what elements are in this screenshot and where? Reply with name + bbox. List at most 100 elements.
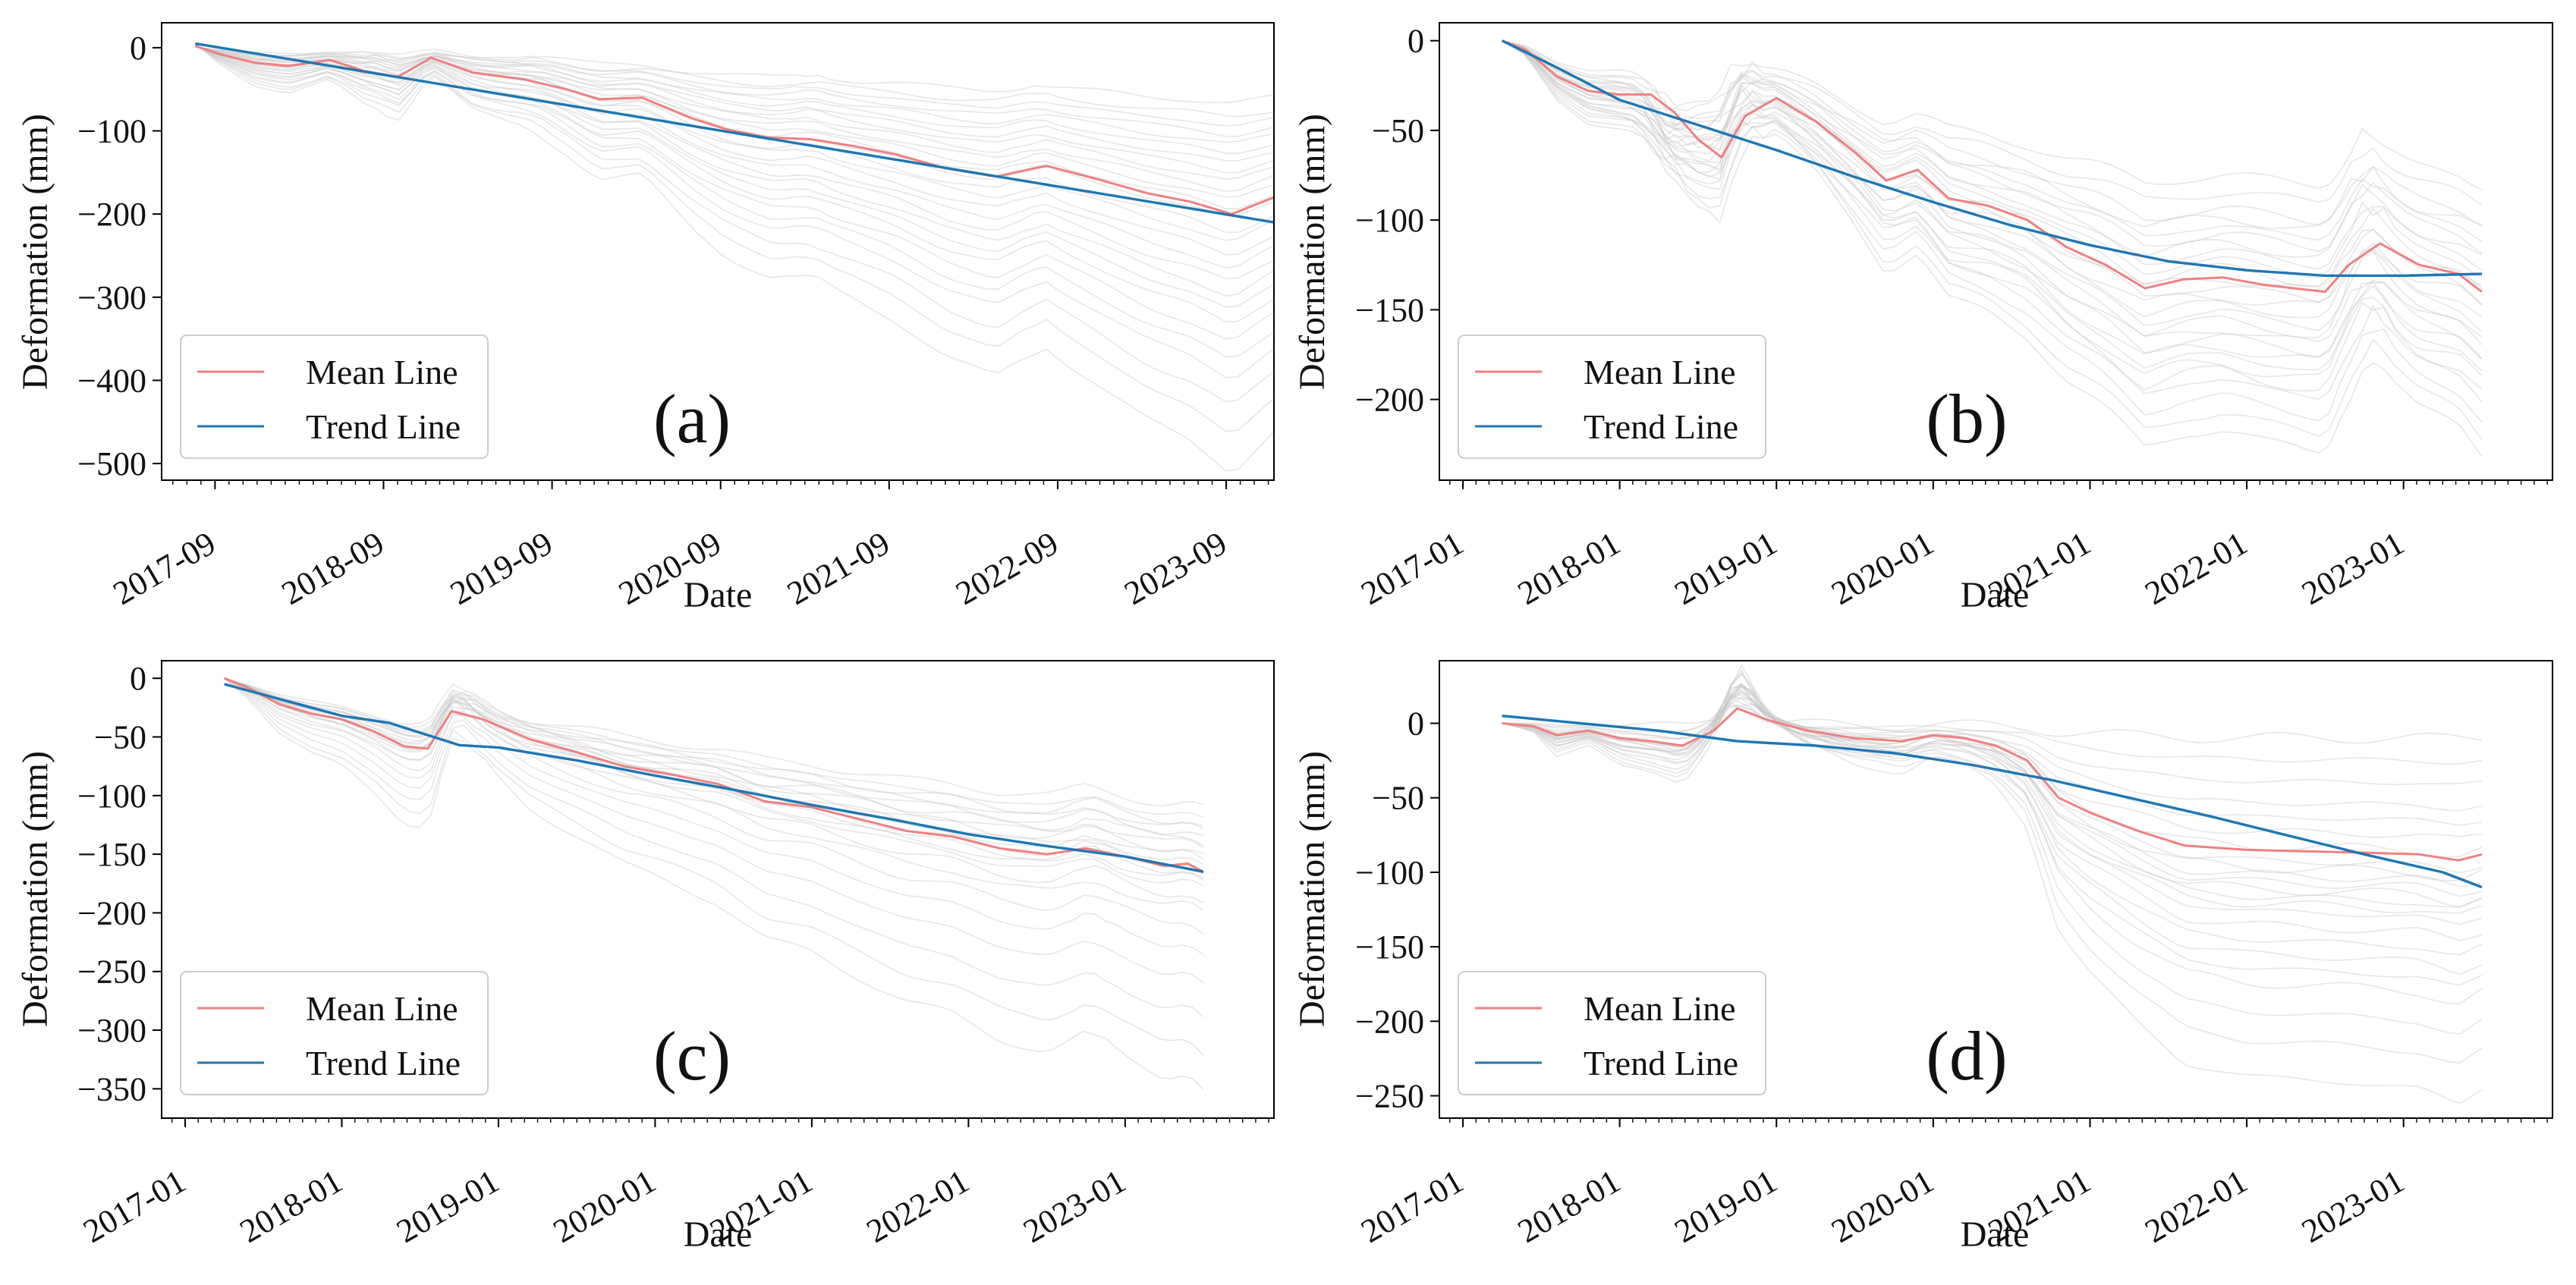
background-line <box>195 46 1274 137</box>
background-line <box>224 677 1204 847</box>
background-line <box>194 44 1274 340</box>
x-tick-label: 2019-01 <box>1669 1162 1784 1250</box>
background-line <box>195 46 1274 198</box>
background-line <box>1502 39 2483 345</box>
background-line <box>224 677 1204 912</box>
background-line <box>195 46 1274 118</box>
background-line <box>1502 39 2483 332</box>
y-tick-label: −50 <box>1372 112 1424 149</box>
background-line <box>195 46 1274 103</box>
background-line <box>224 677 1204 887</box>
background-line <box>1502 686 2483 908</box>
background-line <box>224 677 1204 807</box>
trend-line <box>195 42 1274 224</box>
background-line <box>195 45 1274 256</box>
x-tick-label: 2023-01 <box>2295 524 2411 612</box>
chart-panel-d: 0 −50 −100 −150 −200 −250 2017-01 2018-01 2019-0… <box>1292 660 2553 1255</box>
legend: Mean Line Trend Line <box>180 335 489 459</box>
legend-mean-label: Mean Line <box>1584 353 1736 391</box>
background-line <box>224 677 1204 827</box>
background-line <box>194 42 1274 472</box>
y-tick-label: −300 <box>77 1012 146 1049</box>
x-tick-label: 2017-09 <box>107 524 222 612</box>
background-line <box>1502 683 2483 956</box>
x-tick-label: 2022-09 <box>949 524 1065 612</box>
panel-label: (c) <box>653 1017 731 1095</box>
background-line <box>195 46 1274 127</box>
y-tick-label: −150 <box>1355 928 1424 966</box>
background-line <box>1502 39 2483 306</box>
x-tick-label: 2018-01 <box>1511 1162 1627 1250</box>
background-line <box>1502 696 2483 812</box>
axes-frame <box>161 22 1275 481</box>
legend-trend-label: Trend Line <box>1584 407 1738 446</box>
background-line <box>195 46 1274 155</box>
y-tick-label: 0 <box>130 660 146 697</box>
background-line <box>1502 692 2483 941</box>
trend-line <box>1501 39 2483 278</box>
mean-line <box>224 677 1204 873</box>
background-line <box>1502 39 2483 423</box>
x-tick-label: 2018-01 <box>234 1162 349 1250</box>
x-tick-label: 2022-01 <box>860 1162 976 1250</box>
x-tick-label: 2020-01 <box>1825 1162 1940 1250</box>
axes-frame <box>1439 660 2553 1119</box>
background-line <box>1502 672 2483 1064</box>
background-line <box>1502 39 2483 229</box>
trend-line <box>1502 715 2483 889</box>
x-tick-label: 2017-01 <box>1354 524 1470 612</box>
background-line <box>195 44 1274 308</box>
x-tick-label: 2022-01 <box>2139 524 2254 612</box>
legend-trend-label: Trend Line <box>1584 1044 1738 1082</box>
background-point-lines <box>1502 39 2483 457</box>
background-line <box>1502 39 2483 279</box>
background-line <box>1502 39 2483 360</box>
axes-frame <box>1439 22 2553 481</box>
x-tick-label: 2023-01 <box>2295 1162 2411 1250</box>
background-line <box>195 46 1274 143</box>
legend-mean-label: Mean Line <box>1584 989 1736 1028</box>
panel-label: (d) <box>1926 1017 2007 1095</box>
x-tick-label: 2017-01 <box>1354 1162 1470 1250</box>
y-tick-label: −100 <box>77 113 146 150</box>
mean-line <box>1502 707 2483 862</box>
x-axis-title: Date <box>1961 575 2030 615</box>
background-line <box>1502 689 2483 897</box>
background-line <box>195 44 1274 297</box>
background-line <box>224 677 1204 956</box>
x-tick-label: 2018-09 <box>275 524 391 612</box>
background-line <box>1502 39 2483 378</box>
background-line <box>1502 697 2483 838</box>
y-tick-label: 0 <box>1408 705 1424 742</box>
background-line <box>195 46 1274 180</box>
y-tick-label: −250 <box>77 954 146 991</box>
background-line <box>1502 39 2483 319</box>
background-line <box>224 677 1204 879</box>
y-tick-label: −50 <box>1372 780 1424 817</box>
y-tick-label: −400 <box>77 362 146 399</box>
background-line <box>224 677 1204 849</box>
background-line <box>1502 693 2483 925</box>
background-line <box>224 677 1204 818</box>
x-tick-label: 2019-01 <box>1669 524 1784 612</box>
background-line <box>1502 39 2483 306</box>
x-tick-label: 2017-01 <box>77 1162 192 1250</box>
legend-trend-label: Trend Line <box>306 1044 461 1082</box>
background-point-lines <box>224 677 1204 1090</box>
background-line <box>1502 39 2483 290</box>
background-line <box>195 46 1274 193</box>
panel-label: (a) <box>653 380 731 457</box>
background-line <box>1502 696 2483 826</box>
background-line <box>1502 39 2483 403</box>
x-tick-label: 2020-01 <box>547 1162 662 1250</box>
background-line <box>195 45 1274 280</box>
y-axis-title: Deformation (mm) <box>15 114 55 390</box>
y-tick-label: −250 <box>1355 1078 1424 1115</box>
background-line <box>194 43 1274 379</box>
background-line <box>1502 39 2483 440</box>
background-line <box>1502 39 2483 457</box>
x-tick-label: 2021-09 <box>781 524 896 612</box>
legend-mean-label: Mean Line <box>306 989 458 1028</box>
legend: Mean Line Trend Line <box>180 971 489 1095</box>
background-line <box>1502 39 2483 206</box>
